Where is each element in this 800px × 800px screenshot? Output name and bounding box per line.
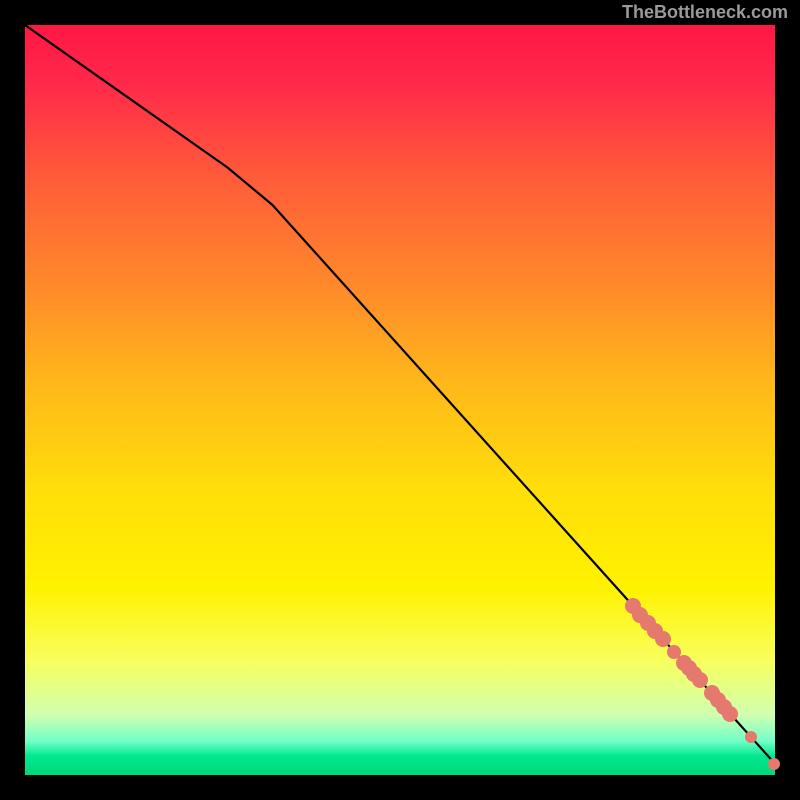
chart-container: { "watermark": { "text": "TheBottleneck.… bbox=[0, 0, 800, 800]
data-marker bbox=[768, 758, 780, 770]
watermark-text: TheBottleneck.com bbox=[622, 2, 788, 23]
data-marker bbox=[692, 672, 708, 688]
data-marker bbox=[722, 706, 738, 722]
data-marker bbox=[745, 731, 757, 743]
plot-area bbox=[25, 25, 775, 775]
markers-layer bbox=[25, 25, 775, 775]
data-marker bbox=[655, 631, 671, 647]
